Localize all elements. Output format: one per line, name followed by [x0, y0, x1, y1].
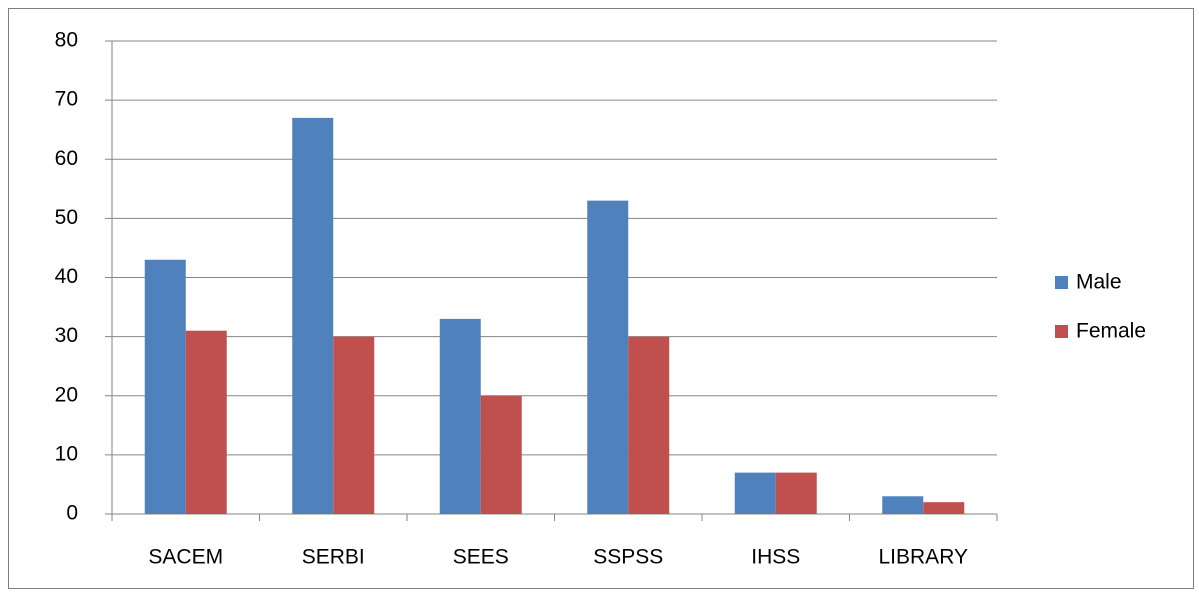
legend-label: Female [1076, 320, 1146, 343]
x-tick-label: IHSS [751, 546, 800, 569]
bar [439, 318, 481, 514]
x-tick-label: SACEM [148, 546, 223, 569]
y-tick-label: 60 [55, 147, 78, 170]
x-tick-label: SERBI [302, 546, 365, 569]
y-tick-label: 40 [55, 265, 78, 288]
bar [587, 200, 629, 514]
bar [185, 330, 227, 514]
y-tick-label: 0 [66, 502, 78, 525]
x-tick-label: LIBRARY [879, 546, 969, 569]
legend-label: Male [1076, 271, 1122, 294]
bar [628, 336, 670, 514]
x-tick-label: SEES [453, 546, 509, 569]
y-tick-label: 50 [55, 206, 78, 229]
bar [775, 472, 817, 514]
y-tick-label: 30 [55, 324, 78, 347]
legend-swatch [1055, 276, 1068, 289]
legend-swatch [1055, 325, 1068, 338]
y-tick-label: 20 [55, 383, 78, 406]
bar [923, 502, 965, 514]
y-tick-label: 70 [55, 88, 78, 111]
x-tick-label: SSPSS [593, 546, 663, 569]
bar [882, 496, 924, 514]
bar [144, 259, 186, 514]
bar [480, 395, 522, 514]
bar [734, 472, 776, 514]
bar [333, 336, 375, 514]
y-tick-label: 10 [55, 442, 78, 465]
y-tick-label: 80 [55, 29, 78, 52]
bar [292, 117, 334, 515]
